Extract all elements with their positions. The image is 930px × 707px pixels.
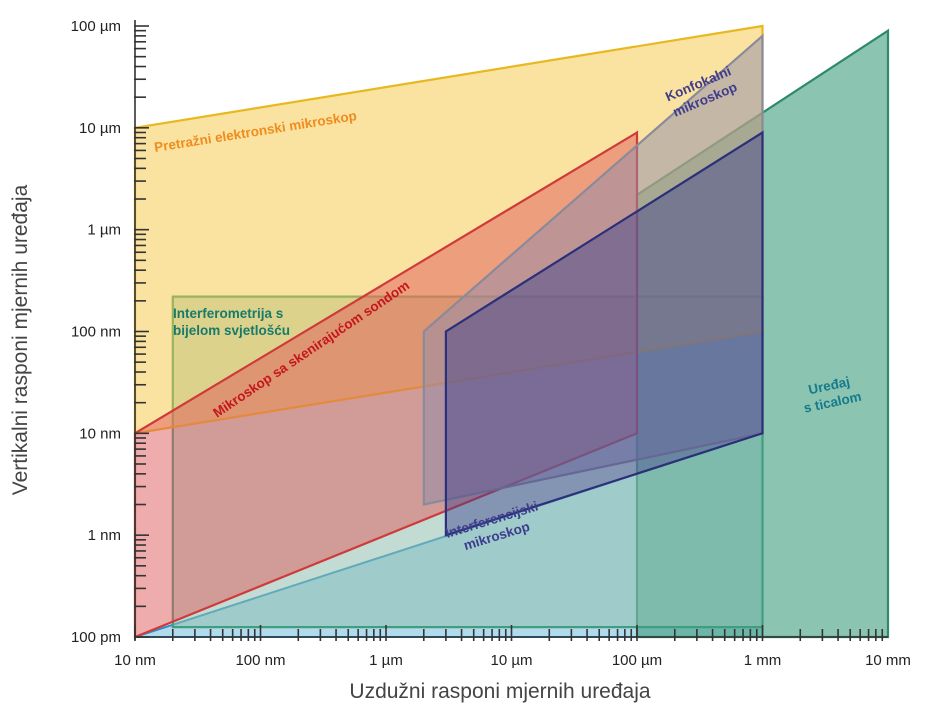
y-tick-label: 10 µm <box>79 120 121 137</box>
region-label-line: bijelom svjetlošću <box>173 323 290 338</box>
y-tick-label: 100 nm <box>71 324 121 341</box>
y-tick-label: 100 pm <box>71 629 121 646</box>
region-label-line: Interferometrija s <box>173 306 283 321</box>
y-tick-label: 100 µm <box>71 18 121 35</box>
region-interferencijski-mikroskop <box>444 130 764 537</box>
y-tick-label: 10 nm <box>79 425 121 442</box>
x-tick-label: 10 nm <box>114 652 156 669</box>
region-konfokalni-mikroskop <box>422 33 764 506</box>
x-tick-label: 10 mm <box>865 652 911 669</box>
x-axis-title: Uzdužni rasponi mjernih uređaja <box>349 680 650 703</box>
y-tick-label: 1 µm <box>87 222 121 239</box>
ticks-layer: 100 pm 1 nm 10 nm 100 nm 1 µm 10 µm 100 µm 10 n… <box>71 18 911 669</box>
y-tick-label: 1 nm <box>88 527 121 544</box>
x-tick-label: 1 µm <box>369 652 403 669</box>
y-axis-title: Vertikalni rasponi mjernih uređaja <box>9 184 32 495</box>
x-tick-label: 100 µm <box>612 652 662 669</box>
x-tick-label: 10 µm <box>491 652 533 669</box>
regions-layer <box>133 24 890 639</box>
x-tick-label: 100 nm <box>235 652 285 669</box>
x-tick-label: 1 mm <box>744 652 782 669</box>
region-label-interferometrija-s-bijelom-svjetloscu: Interferometrija s bijelom svjetlošću <box>173 306 290 338</box>
